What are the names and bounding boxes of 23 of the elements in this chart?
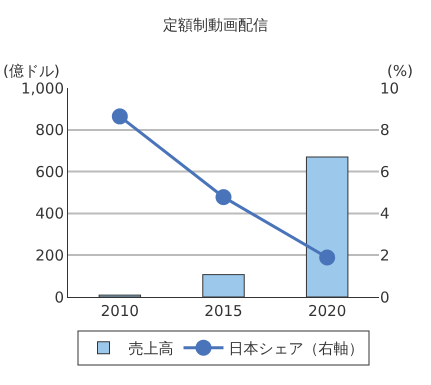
- y-tick-label: 0: [54, 288, 64, 306]
- y-tick-label: 400: [35, 204, 64, 223]
- chart-title: 定額制動画配信: [163, 16, 268, 34]
- y-tick-label: 600: [35, 162, 64, 181]
- y2-tick-label: 10: [380, 79, 400, 98]
- y2-axis-title: (%): [387, 62, 413, 80]
- legend-label: 日本シェア（右軸）: [228, 340, 364, 358]
- x-tick-label: 2020: [308, 302, 346, 320]
- x-tick-label: 2010: [100, 302, 139, 320]
- y2-tick-label: 4: [380, 204, 390, 223]
- point: [216, 189, 232, 206]
- y2-tick-label: 6: [380, 162, 390, 181]
- x-tick-label: 2015: [204, 302, 243, 320]
- point: [319, 250, 336, 266]
- y2-tick-label: 8: [380, 121, 390, 140]
- y-tick-label: 800: [35, 121, 64, 140]
- y-tick-label: 1,000: [21, 79, 64, 98]
- y2-tick-label: 2: [380, 246, 390, 264]
- y-axis-title: (億ドル): [3, 62, 60, 80]
- y-tick-label: 200: [35, 246, 64, 264]
- legend-label: 売上高: [128, 340, 174, 358]
- point: [112, 108, 128, 124]
- y2-tick-label: 0: [380, 288, 390, 306]
